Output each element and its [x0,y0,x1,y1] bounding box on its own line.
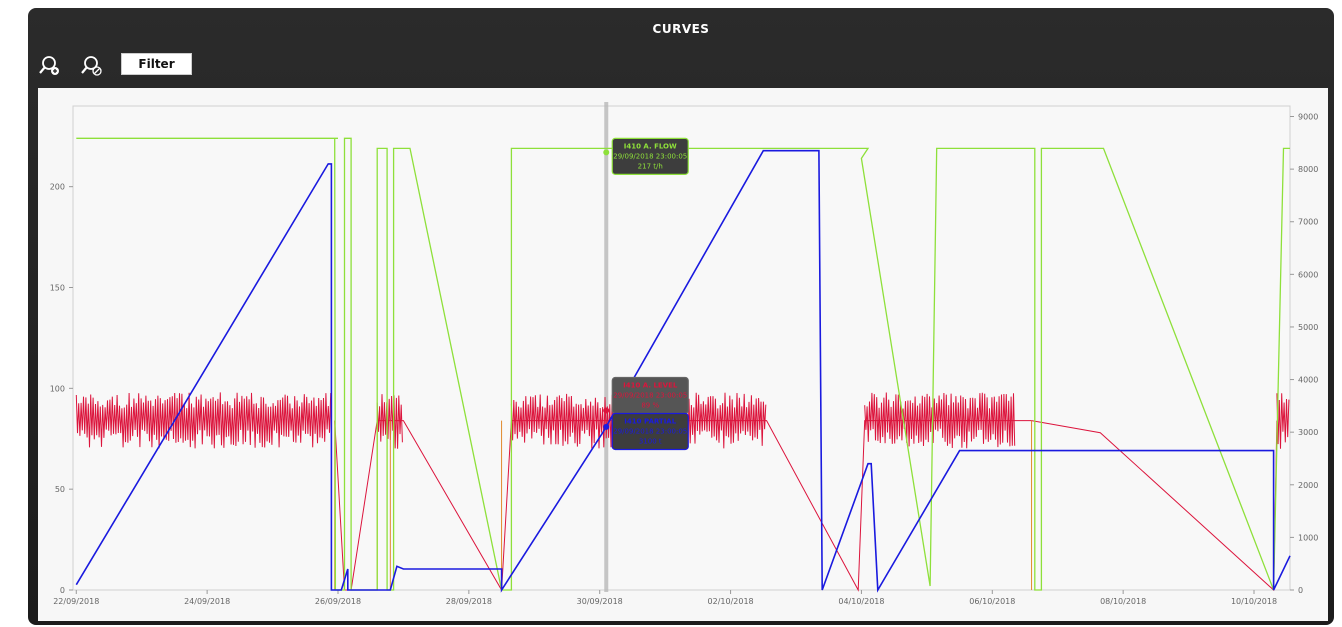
tooltip-line: 89 % [641,402,659,410]
left-tick-label: 150 [50,284,65,293]
x-tick-label: 30/09/2018 [577,597,623,606]
cursor-marker [603,424,609,430]
right-tick-label: 8000 [1298,165,1318,174]
curves-chart[interactable]: 0501001502000100020003000400050006000700… [38,88,1328,621]
tooltip-line: 29/09/2018 23:00:05 [613,392,687,400]
x-tick-label: 04/10/2018 [838,597,884,606]
right-tick-label: 0 [1298,586,1303,595]
zoom-reset-button[interactable] [78,52,106,80]
x-tick-label: 10/10/2018 [1231,597,1277,606]
right-tick-label: 7000 [1298,218,1318,227]
x-tick-label: 22/09/2018 [53,597,99,606]
left-tick-label: 200 [50,183,65,192]
filter-button[interactable]: Filter [121,53,192,75]
tooltip-line: 29/09/2018 23:00:05 [613,152,687,160]
tooltip-line: I410 PARTIAL [624,418,676,426]
tooltip-line: I410 A. LEVEL [623,382,678,390]
right-tick-label: 9000 [1298,113,1318,122]
left-tick-label: 0 [60,586,65,595]
curves-window: CURVES Filter 0 50 100 150 200 0 1000 2000 3000 4… [28,8,1334,625]
zoom-reset-icon [78,52,106,80]
right-tick-label: 6000 [1298,270,1318,279]
x-tick-label: 02/10/2018 [708,597,754,606]
left-tick-label: 100 [50,384,65,393]
plot-area [73,106,1290,590]
right-tick-label: 5000 [1298,323,1318,332]
cursor-marker [603,408,609,414]
zoom-in-button[interactable] [36,52,64,80]
tooltip-line: 217 t/h [638,162,663,170]
right-tick-label: 4000 [1298,376,1318,385]
right-tick-label: 3000 [1298,428,1318,437]
x-tick-label: 08/10/2018 [1100,597,1146,606]
x-tick-label: 24/09/2018 [184,597,230,606]
cursor-marker [603,149,609,155]
chart-area[interactable]: 0 50 100 150 200 0 1000 2000 3000 4000 5000 6000 700… [38,88,1328,621]
x-tick-label: 28/09/2018 [446,597,492,606]
cursor-line [604,102,608,592]
tooltip-line: 3100 t [639,438,662,446]
x-tick-label: 26/09/2018 [315,597,361,606]
zoom-in-icon [36,52,64,80]
left-tick-label: 50 [55,485,65,494]
x-tick-label: 06/10/2018 [969,597,1015,606]
right-tick-label: 2000 [1298,481,1318,490]
right-tick-label: 1000 [1298,533,1318,542]
tooltip-line: 29/09/2018 23:00:05 [613,428,687,436]
tooltip-line: I410 A. FLOW [624,142,677,150]
window-title: CURVES [28,22,1334,36]
